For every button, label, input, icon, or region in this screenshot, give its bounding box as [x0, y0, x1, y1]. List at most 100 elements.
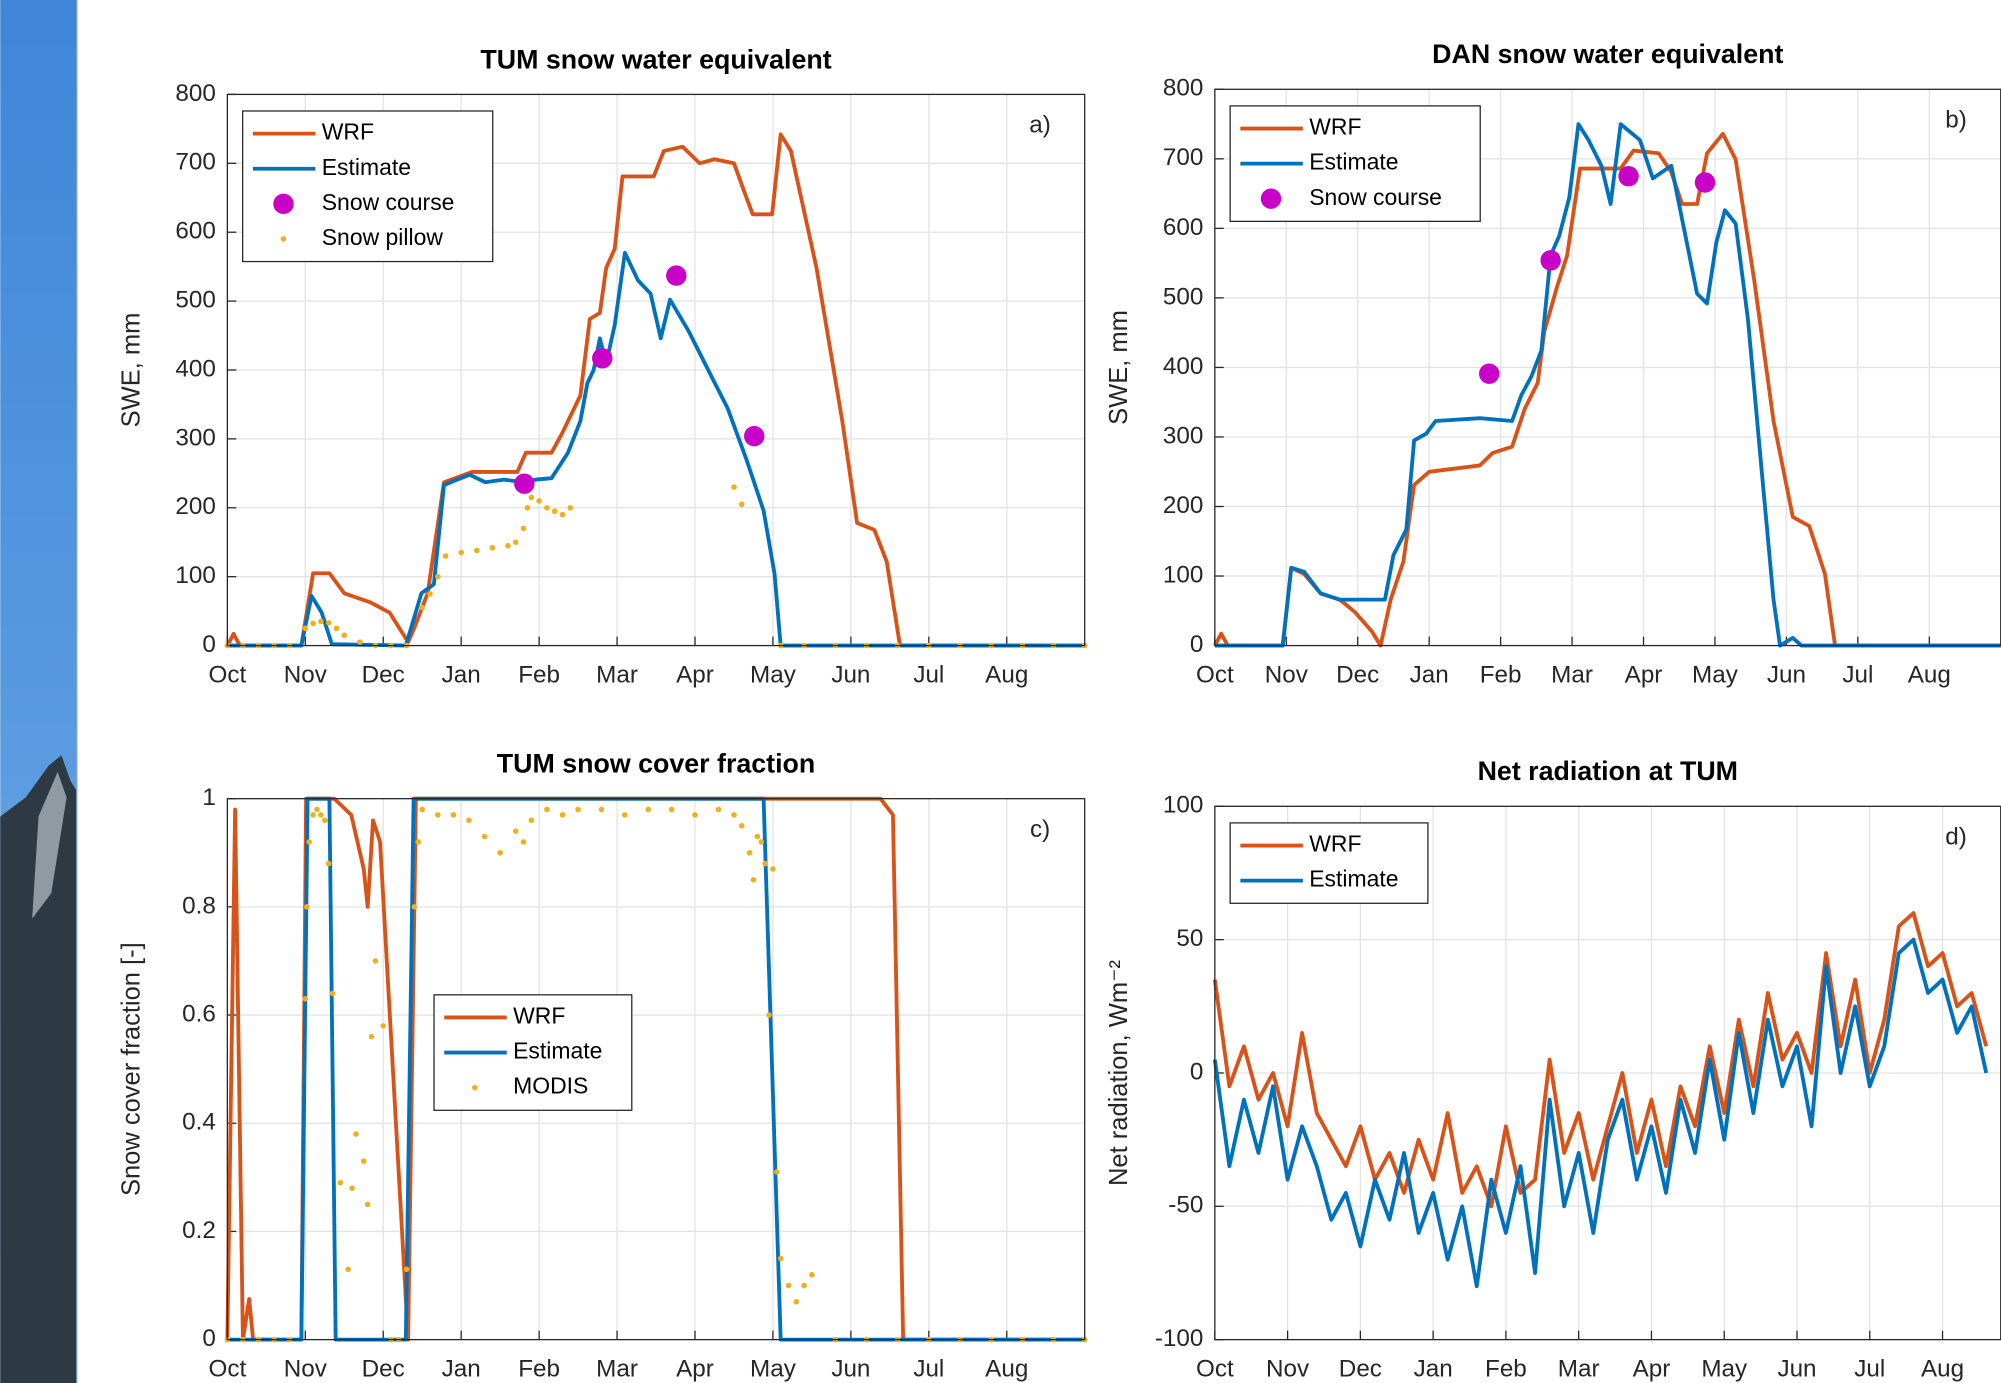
x-tick-label: May: [1692, 662, 1739, 689]
data-point: [738, 822, 745, 829]
x-tick-label: Jan: [1414, 1356, 1453, 1383]
x-tick-label: Mar: [1558, 1356, 1600, 1383]
data-point: [419, 604, 426, 611]
chart-title: Net radiation at TUM: [1478, 756, 1738, 786]
y-tick-label: 300: [175, 424, 215, 451]
y-tick-label: 600: [175, 218, 215, 245]
data-point: [360, 1158, 367, 1164]
x-tick-label: Apr: [1633, 1356, 1671, 1383]
data-point: [310, 620, 316, 627]
y-tick-label: 400: [1163, 353, 1203, 380]
data-point: [345, 1266, 351, 1273]
data-point: [349, 1185, 355, 1191]
legend-label: WRF: [1309, 114, 1361, 140]
data-point: [520, 525, 527, 532]
data-point: [450, 812, 457, 818]
legend-label: Estimate: [1309, 866, 1398, 892]
data-point: [357, 639, 363, 645]
legend-label: WRF: [1309, 831, 1361, 857]
y-tick-label: 100: [1163, 561, 1203, 588]
data-point: [368, 1033, 375, 1040]
data-point: [520, 839, 527, 845]
x-tick-label: May: [1701, 1356, 1748, 1383]
legend-label: Estimate: [513, 1038, 602, 1064]
snow-patch: [32, 771, 67, 919]
data-point: [777, 1255, 784, 1262]
mountain: [0, 755, 77, 1383]
legend-label: WRF: [513, 1003, 565, 1029]
x-tick-label: Jun: [831, 1356, 870, 1383]
data-point: [302, 996, 309, 1002]
data-point: [809, 1271, 815, 1278]
chart: 0 0.2 0.4 0.6 0.8 1 Oct Nov Dec Jan Feb Mar Apr May Ju…: [118, 749, 1088, 1383]
data-point: [544, 504, 550, 511]
y-tick-label: 0: [1190, 631, 1203, 658]
data-point: [528, 817, 535, 824]
legend: WRF Estimate: [1229, 822, 1429, 904]
y-tick-label: 0.6: [182, 1000, 216, 1027]
data-point: [536, 498, 542, 504]
y-tick-label: 200: [175, 493, 215, 520]
data-point: [466, 817, 472, 824]
data-point: [302, 625, 309, 632]
y-axis-label: SWE, mm: [1105, 310, 1133, 425]
y-tick-label: 0.4: [182, 1109, 216, 1136]
data-point: [762, 860, 768, 867]
data-point: [774, 1169, 780, 1175]
legend-label: Snow pillow: [322, 224, 444, 250]
x-tick-label: Apr: [676, 1356, 714, 1383]
data-point: [321, 817, 328, 824]
data-point: [442, 553, 449, 559]
data-point: [325, 620, 332, 626]
data-point: [329, 990, 336, 997]
chart: 0 100 200 300 400 500 600 700 800 Oct Nov Dec Jan Feb…: [118, 44, 1088, 689]
x-tick-label: Nov: [1266, 1356, 1310, 1383]
panel-label: c): [1030, 816, 1050, 843]
data-point: [746, 849, 753, 856]
x-tick-label: May: [750, 1356, 797, 1383]
y-tick-label: 200: [1163, 492, 1203, 519]
x-tick-label: Feb: [1480, 662, 1522, 689]
y-tick-label: 400: [175, 355, 215, 382]
x-tick-label: Apr: [1625, 662, 1663, 689]
x-tick-label: Oct: [208, 1356, 246, 1383]
x-tick-label: Dec: [362, 1356, 405, 1383]
x-tick-label: Feb: [1485, 1356, 1527, 1383]
panel-label: d): [1945, 824, 1967, 851]
data-point: [333, 625, 340, 632]
data-point: [514, 473, 535, 494]
x-tick-label: Aug: [985, 662, 1028, 689]
data-point: [318, 618, 324, 625]
panel-label: a): [1029, 112, 1051, 139]
data-point: [306, 839, 312, 845]
data-point: [364, 1201, 371, 1208]
data-point: [668, 806, 675, 813]
data-point: [415, 839, 422, 845]
x-tick-label: Oct: [1196, 662, 1234, 689]
chart-title: TUM snow water equivalent: [480, 44, 831, 74]
data-point: [1478, 363, 1500, 384]
series-line: [1212, 937, 1989, 1289]
data-point: [758, 839, 765, 845]
panel-label: b): [1945, 107, 1967, 134]
data-point: [524, 504, 531, 511]
data-point: [692, 812, 698, 818]
data-point: [785, 1282, 792, 1289]
data-point: [1694, 172, 1716, 193]
x-tick-label: Dec: [1336, 662, 1379, 689]
data-point: [489, 544, 496, 551]
x-tick-label: Jul: [1854, 1356, 1885, 1383]
legend-label: Snow course: [1309, 184, 1442, 210]
axes-box: [226, 93, 1086, 647]
chart: -100 -50 0 50 100 Oct Nov Dec Jan Feb Mar Apr May Jun…: [1105, 756, 2001, 1383]
x-tick-label: Jan: [442, 662, 481, 689]
x-tick-label: Oct: [208, 662, 246, 689]
legend-label: WRF: [322, 119, 374, 145]
x-tick-label: Jul: [913, 1356, 944, 1383]
legend: WRF Estimate MODIS: [433, 994, 633, 1111]
axes-box: [226, 798, 1086, 1341]
data-point: [754, 833, 761, 840]
y-tick-label: 600: [1163, 214, 1203, 241]
x-tick-label: Jun: [1777, 1356, 1816, 1383]
